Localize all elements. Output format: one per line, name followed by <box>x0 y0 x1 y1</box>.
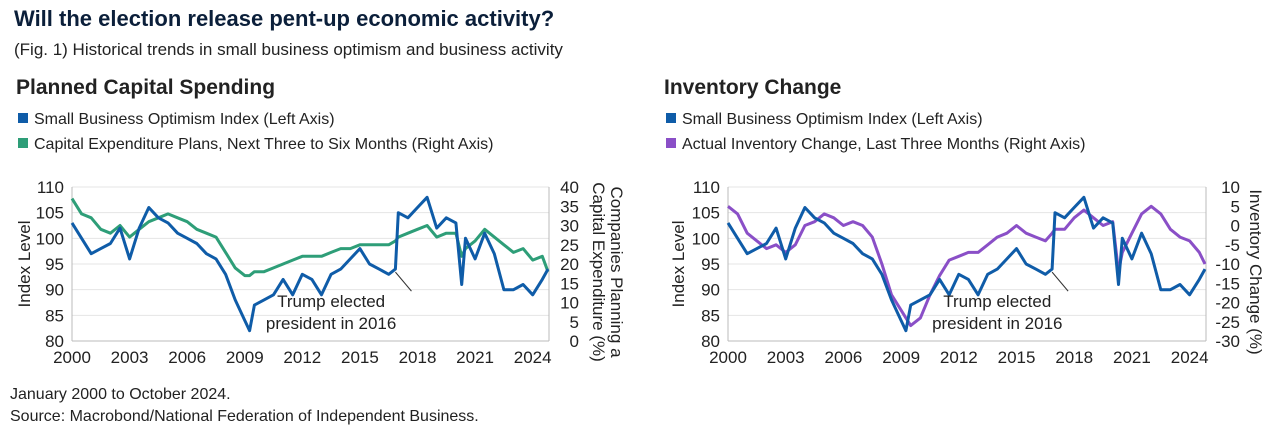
y2-tick-label: 25 <box>560 236 579 255</box>
legend-item-sboi: Small Business Optimism Index (Left Axis… <box>666 111 983 129</box>
y-tick-label: 100 <box>36 229 64 248</box>
y-tick-label: 95 <box>701 255 720 274</box>
legend-swatch <box>18 138 28 148</box>
y2-tick-label: 40 <box>560 178 579 197</box>
y2-axis-label: Inventory Change (%) <box>1246 189 1265 354</box>
y2-axis-label-line1: Companies Planning a <box>607 186 626 358</box>
y2-tick-label: 5 <box>1231 197 1240 216</box>
annotation-text-line2: president in 2016 <box>932 314 1062 333</box>
annotation-text-line1: Trump elected <box>943 292 1051 311</box>
annotation-text-line1: Trump elected <box>277 292 385 311</box>
y-axis-label: Index Level <box>669 221 688 308</box>
x-tick-label: 2012 <box>283 348 321 367</box>
x-tick-label: 2003 <box>767 348 805 367</box>
annotation-leader <box>1051 271 1069 292</box>
x-tick-label: 2015 <box>341 348 379 367</box>
x-tick-label: 2021 <box>1113 348 1151 367</box>
legend-item-sboi: Small Business Optimism Index (Left Axis… <box>18 111 335 129</box>
chart-title-capex: Planned Capital Spending <box>16 76 276 99</box>
series-line-sboi <box>70 195 550 333</box>
y2-tick-label: 10 <box>560 294 579 313</box>
y-tick-label: 100 <box>692 229 720 248</box>
y2-tick-label: 5 <box>570 313 579 332</box>
y-tick-label: 90 <box>701 281 720 300</box>
x-tick-label: 2006 <box>168 348 206 367</box>
y2-tick-label: 0 <box>1231 217 1240 236</box>
y2-tick-label: -30 <box>1215 332 1240 351</box>
y-tick-label: 85 <box>45 306 64 325</box>
x-tick-label: 2000 <box>709 348 747 367</box>
annotation-text-line2: president in 2016 <box>266 314 396 333</box>
y2-tick-label: 20 <box>560 255 579 274</box>
y-tick-label: 80 <box>701 332 720 351</box>
y2-tick-label: 0 <box>570 332 579 351</box>
y-tick-label: 80 <box>45 332 64 351</box>
y-tick-label: 110 <box>37 178 64 197</box>
x-tick-label: 2003 <box>111 348 149 367</box>
series-line-sboi <box>726 195 1207 333</box>
annotation-leader <box>395 271 412 292</box>
legend-label: Capital Expenditure Plans, Next Three to… <box>34 136 494 153</box>
legend-item-inventory: Actual Inventory Change, Last Three Mont… <box>666 136 1085 154</box>
y2-axis-label-line2: Capital Expenditure (%) <box>589 182 608 362</box>
legend-label: Small Business Optimism Index (Left Axis… <box>682 111 983 128</box>
y2-tick-label: -20 <box>1215 294 1240 313</box>
y2-tick-label: 35 <box>560 197 579 216</box>
y2-tick-label: 15 <box>560 274 579 293</box>
y2-tick-label: -25 <box>1215 313 1240 332</box>
y2-tick-label: -10 <box>1215 255 1240 274</box>
legend-swatch <box>666 113 676 123</box>
x-tick-label: 2000 <box>53 348 91 367</box>
legend-item-capex: Capital Expenditure Plans, Next Three to… <box>18 136 493 154</box>
x-tick-label: 2021 <box>456 348 494 367</box>
y-tick-label: 90 <box>45 281 64 300</box>
legend-label: Small Business Optimism Index (Left Axis… <box>34 111 335 128</box>
x-tick-label: 2012 <box>940 348 978 367</box>
y2-tick-label: -5 <box>1225 236 1240 255</box>
footnote: January 2000 to October 2024. <box>10 386 231 403</box>
y-tick-label: 105 <box>692 204 720 223</box>
y2-tick-label: -15 <box>1215 274 1240 293</box>
legend-swatch <box>18 113 28 123</box>
chart-title-inventory: Inventory Change <box>664 76 842 99</box>
y-axis-label: Index Level <box>15 221 34 308</box>
page-title: Will the election release pent-up econom… <box>14 6 555 31</box>
legend-label: Actual Inventory Change, Last Three Mont… <box>682 136 1086 153</box>
legend-swatch <box>666 138 676 148</box>
series-line-capex <box>70 197 550 278</box>
x-tick-label: 2015 <box>998 348 1036 367</box>
x-tick-label: 2009 <box>882 348 920 367</box>
y-tick-label: 95 <box>45 255 64 274</box>
y-tick-label: 85 <box>701 306 720 325</box>
figure-subtitle: (Fig. 1) Historical trends in small busi… <box>14 40 563 59</box>
x-tick-label: 2024 <box>1171 348 1209 367</box>
source-note: Source: Macrobond/National Federation of… <box>10 408 479 425</box>
x-tick-label: 2018 <box>1055 348 1093 367</box>
x-tick-label: 2006 <box>824 348 862 367</box>
x-tick-label: 2024 <box>514 348 552 367</box>
y2-tick-label: 10 <box>1221 178 1240 197</box>
y-tick-label: 105 <box>36 204 64 223</box>
y-tick-label: 110 <box>693 178 720 197</box>
x-tick-label: 2009 <box>226 348 264 367</box>
series-line-inventory <box>727 204 1207 328</box>
x-tick-label: 2018 <box>399 348 437 367</box>
y2-tick-label: 30 <box>560 217 579 236</box>
